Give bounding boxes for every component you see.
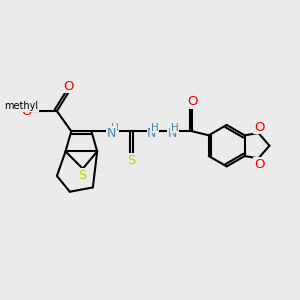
Text: N: N (167, 127, 177, 140)
Text: H: H (151, 123, 159, 133)
Text: O: O (188, 95, 198, 108)
Text: O: O (64, 80, 74, 93)
Text: N: N (147, 127, 157, 140)
Text: S: S (128, 154, 136, 167)
Text: H: H (111, 123, 118, 133)
Text: S: S (79, 169, 87, 182)
Text: O: O (254, 121, 265, 134)
Text: H: H (171, 123, 179, 133)
Text: O: O (254, 158, 265, 171)
Text: O: O (21, 105, 32, 118)
Text: N: N (107, 127, 116, 140)
Text: methyl: methyl (4, 101, 38, 111)
